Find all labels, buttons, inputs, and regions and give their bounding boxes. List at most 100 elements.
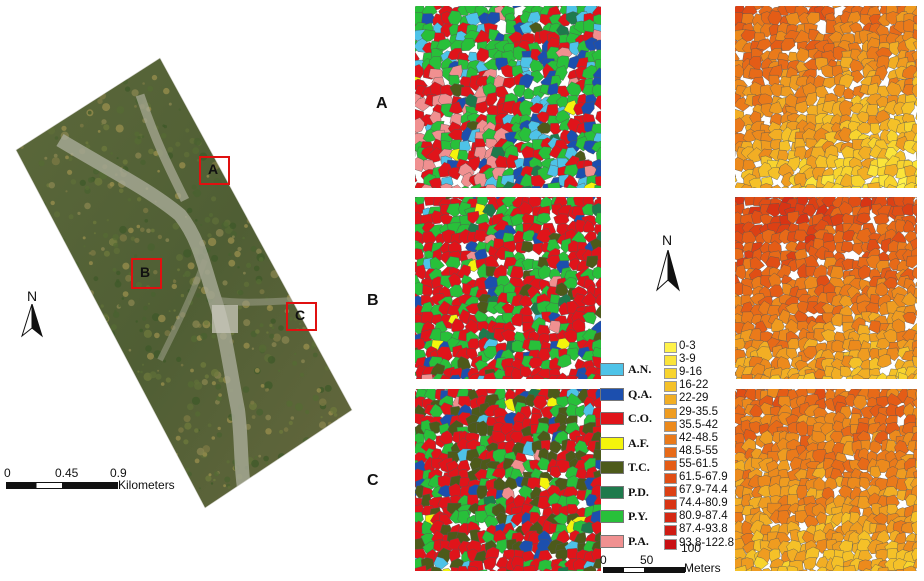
class-legend-swatch [664,408,677,419]
class-legend-item: 9-16 [664,366,736,379]
site-box-a: A [199,156,230,185]
species-legend-label: P.D. [628,485,649,500]
class-legend-item: 74.4-80.9 [664,497,736,510]
species-legend-swatch [600,412,624,425]
site-box-a-label: A [208,161,218,177]
class-legend-swatch [664,381,677,392]
species-legend-item: P.A. [600,534,660,548]
class-legend-swatch [664,355,677,366]
panel-scale-tick-1: 50 [640,553,653,567]
species-legend-swatch [600,437,624,450]
species-legend-label: P.Y. [628,509,648,524]
class-legend-item: 3-9 [664,353,736,366]
species-map-c [415,389,601,571]
class-legend-label: 87.4-93.8 [679,523,728,536]
species-legend-label: A.F. [628,436,649,451]
class-legend-label: 48.5-55 [679,445,718,458]
row-label-c: C [367,472,379,490]
class-legend-item: 22-29 [664,392,736,405]
class-legend-swatch [664,421,677,432]
class-legend-swatch [664,342,677,353]
species-legend-label: P.A. [628,534,649,549]
species-legend-item: C.O. [600,411,660,425]
class-legend-label: 67.9-74.4 [679,484,728,497]
class-map-c-canvas [735,389,917,571]
class-map-a [735,6,917,188]
species-legend-item: A.F. [600,436,660,450]
species-legend-label: C.O. [628,411,652,426]
class-map-c [735,389,917,571]
scale-unit: Kilometers [118,478,175,492]
class-map-b-canvas [735,197,917,379]
class-legend-item: 87.4-93.8 [664,523,736,536]
class-legend-label: 22-29 [679,392,708,405]
class-legend-swatch [664,486,677,497]
species-map-b [415,197,601,379]
row-label-b: B [367,292,379,310]
class-legend-label: 29-35.5 [679,406,718,419]
class-legend-swatch [664,447,677,458]
species-legend-swatch [600,388,624,401]
species-map-a [415,6,601,188]
class-legend-label: 9-16 [679,366,702,379]
class-legend-swatch [664,394,677,405]
class-legend-item: 0-3 [664,340,736,353]
panel-scale-unit: Meters [684,561,721,575]
panel-scale-bar: 0 50 100 Meters [598,553,738,575]
north-label-overview: N [27,288,37,304]
species-legend-swatch [600,510,624,523]
north-label-center: N [662,232,672,248]
species-legend-item: T.C. [600,460,660,474]
species-legend-item: A.N. [600,362,660,376]
class-legend-swatch [664,434,677,445]
species-legend-swatch [600,486,624,499]
panel-scale-tick-2: 100 [681,541,701,555]
north-arrow-icon [18,304,46,340]
class-legend-label: 0-3 [679,340,696,353]
north-arrow-overview: N [18,288,46,340]
species-legend-swatch [600,535,624,548]
class-legend-swatch [664,512,677,523]
class-legend-swatch [664,499,677,510]
class-legend-label: 80.9-87.4 [679,510,728,523]
site-box-b: B [131,258,162,289]
north-arrow-center: N [654,232,682,294]
class-legend-swatch [664,525,677,536]
species-map-a-canvas [415,6,601,188]
class-legend-item: 61.5-67.9 [664,471,736,484]
class-legend-item: 67.9-74.4 [664,484,736,497]
class-legend-item: 48.5-55 [664,445,736,458]
species-legend: A.N.Q.A.C.O.A.F.T.C.P.D.P.Y.P.A. [600,362,660,552]
class-legend-swatch [664,473,677,484]
site-box-c: C [286,302,317,331]
class-legend-label: 61.5-67.9 [679,471,728,484]
species-map-c-canvas [415,389,601,571]
species-legend-item: P.D. [600,485,660,499]
scale-tick-1: 0.45 [55,466,78,480]
class-map-b [735,197,917,379]
panel-scale-tick-0: 0 [600,553,607,567]
class-legend-label: 42-48.5 [679,432,718,445]
panel-scale-graphic [603,567,685,573]
row-label-a: A [376,95,388,113]
class-legend-item: 55-61.5 [664,458,736,471]
class-legend-swatch [664,368,677,379]
class-legend-label: 3-9 [679,353,696,366]
overview-map: A B C N 0 0.45 0.9 Kilometers [0,0,380,576]
site-box-c-label: C [295,307,305,323]
overview-scale-bar: 0 0.45 0.9 Kilometers [4,466,204,496]
species-map-b-canvas [415,197,601,379]
class-legend-item: 29-35.5 [664,406,736,419]
species-legend-swatch [600,461,624,474]
class-legend-label: 74.4-80.9 [679,497,728,510]
class-legend-item: 42-48.5 [664,432,736,445]
species-legend-item: P.Y. [600,509,660,523]
class-legend-swatch [664,539,677,550]
class-map-a-canvas [735,6,917,188]
site-box-b-label: B [140,264,150,280]
class-legend-item: 16-22 [664,379,736,392]
class-legend-label: 35.5-42 [679,419,718,432]
class-legend-swatch [664,460,677,471]
class-legend-label: 16-22 [679,379,708,392]
